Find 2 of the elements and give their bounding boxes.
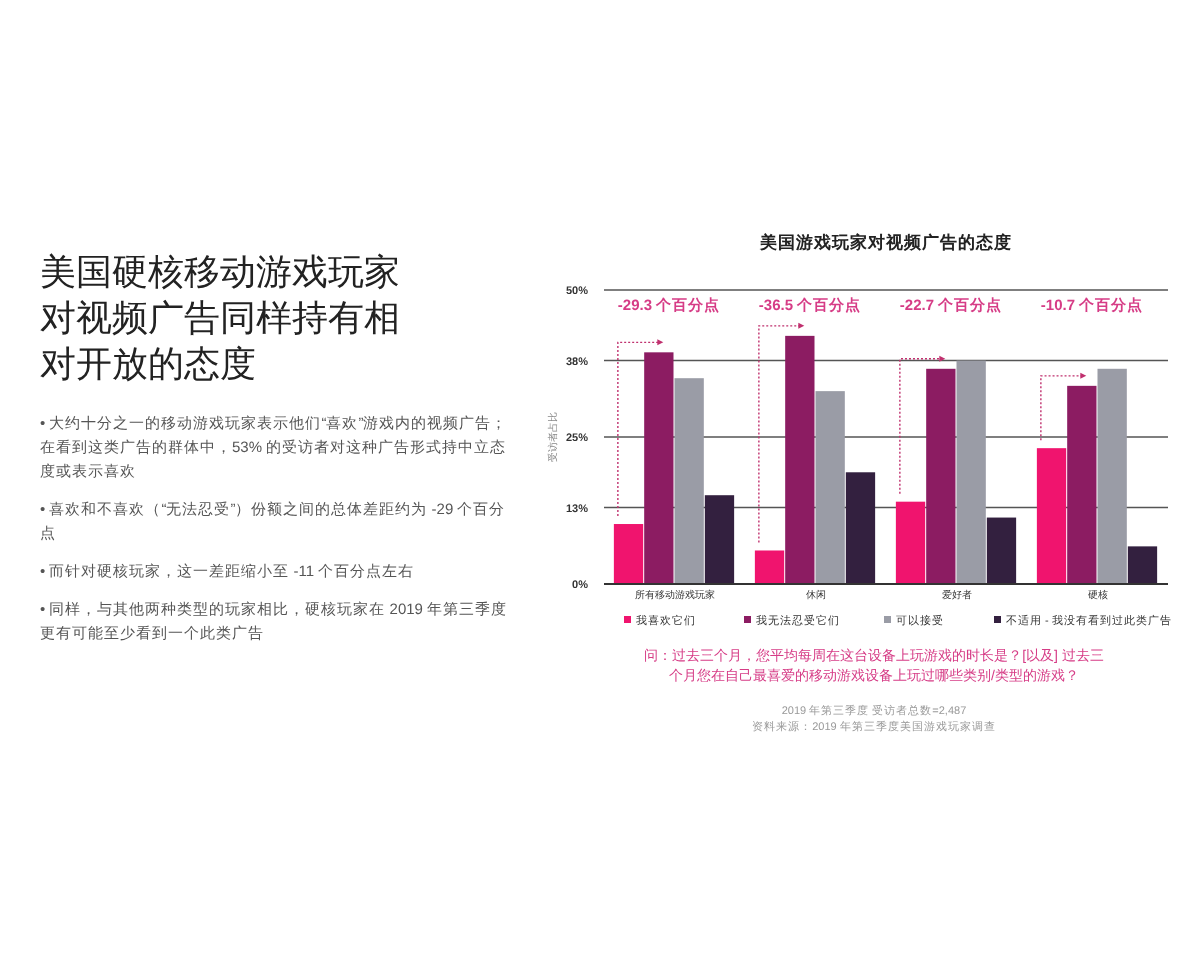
text: 美国硬核移动游戏玩家对视频广告同样持有相对开放的态度 [40, 250, 402, 388]
chart-title: 美国游戏玩家对视频广告的态度 [758, 232, 1012, 252]
